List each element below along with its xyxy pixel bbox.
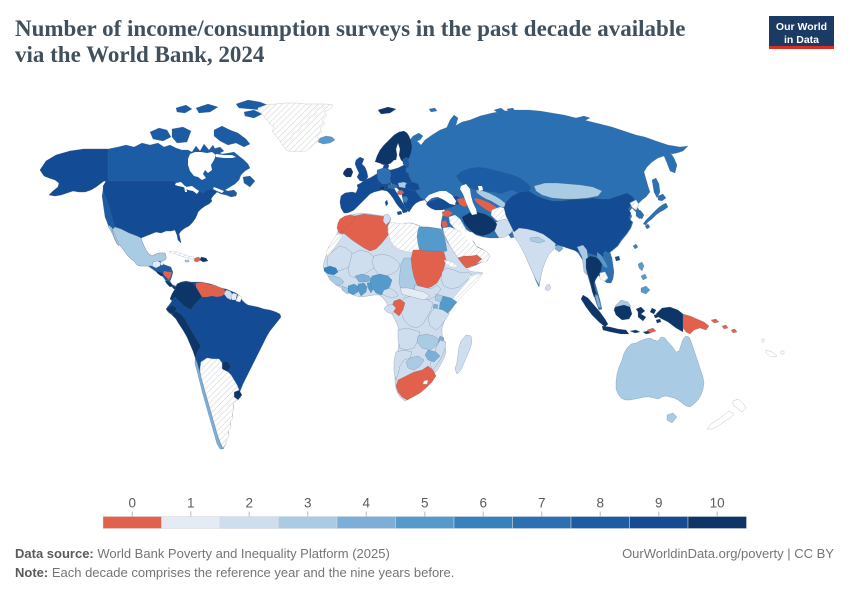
svg-text:1: 1 xyxy=(187,496,195,511)
svg-text:5: 5 xyxy=(421,496,429,511)
svg-text:4: 4 xyxy=(362,496,370,511)
svg-text:8: 8 xyxy=(596,496,604,511)
svg-text:0: 0 xyxy=(128,496,136,511)
svg-text:6: 6 xyxy=(479,496,487,511)
svg-text:9: 9 xyxy=(655,496,663,511)
svg-text:7: 7 xyxy=(538,496,546,511)
svg-text:10: 10 xyxy=(710,496,725,511)
svg-text:2: 2 xyxy=(245,496,253,511)
svg-text:3: 3 xyxy=(304,496,312,511)
